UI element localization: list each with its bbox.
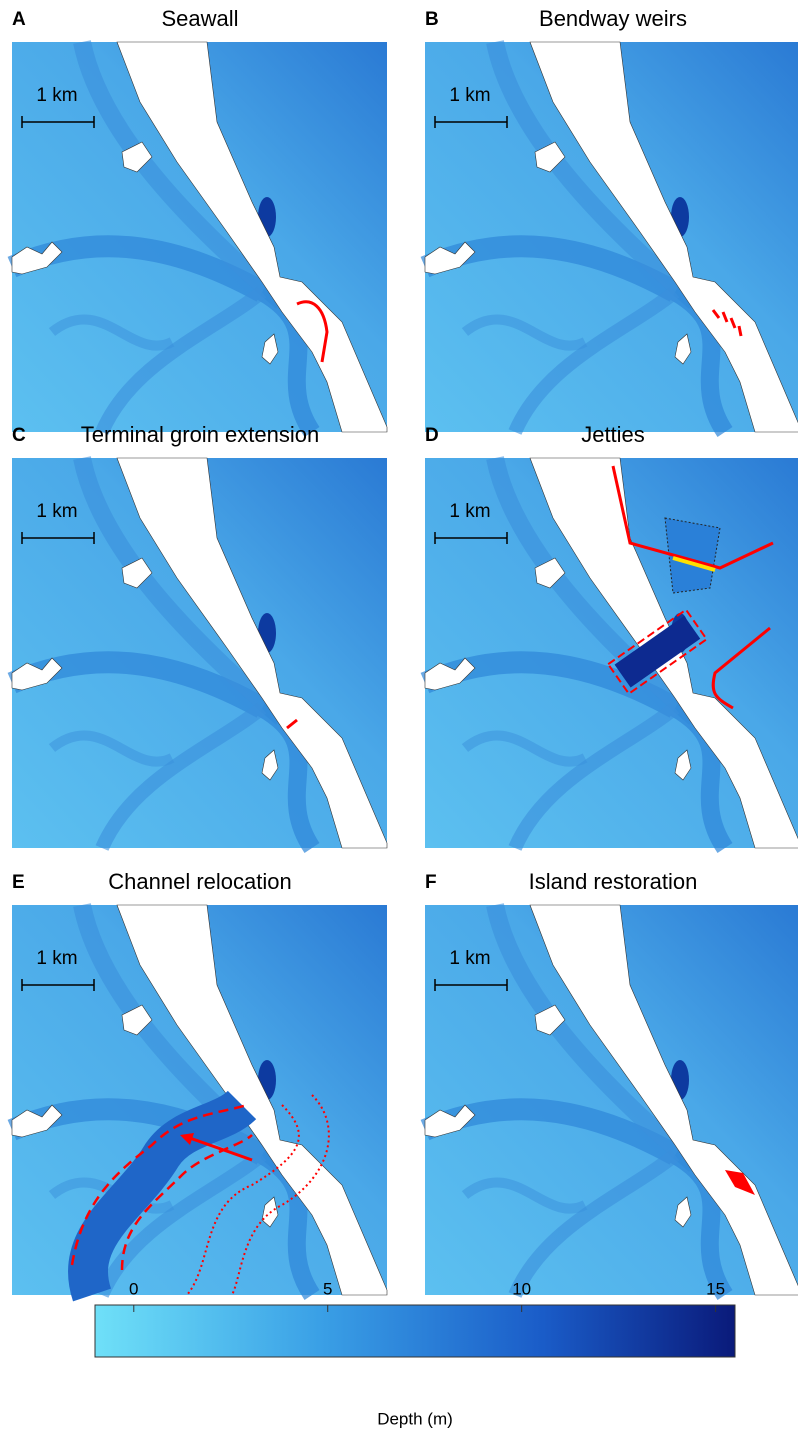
panel-letter: E [12, 872, 25, 893]
panel-letter: D [425, 425, 439, 446]
panel-title: Island restoration [529, 869, 698, 894]
map-panel: E Channel relocation 1 km [12, 869, 387, 1295]
map-panel: F Island restoration 1 km [425, 869, 798, 1295]
map-panel: D Jetties 1 km [425, 422, 798, 848]
panel-title: Bendway weirs [539, 6, 687, 31]
colorbar [95, 1305, 735, 1357]
colorbar-tick-label: 15 [706, 1279, 725, 1298]
panel-letter: A [12, 9, 26, 30]
colorbar-label: Depth (m) [377, 1409, 453, 1428]
panel-title: Terminal groin extension [81, 422, 319, 447]
scale-label: 1 km [36, 501, 77, 522]
colorbar-tick-label: 0 [129, 1279, 138, 1298]
colorbar-tick-label: 10 [512, 1279, 531, 1298]
panel-title: Channel relocation [108, 869, 291, 894]
scale-label: 1 km [449, 948, 490, 969]
figure: A Seawall 1 km B Bendway weirs 1 km C Terminal … [0, 0, 798, 1439]
panel-title: Jetties [581, 422, 645, 447]
panel-letter: C [12, 425, 26, 446]
map-panel: A Seawall 1 km [12, 6, 387, 432]
colorbar-tick-label: 5 [323, 1279, 332, 1298]
scale-label: 1 km [449, 501, 490, 522]
panel-letter: B [425, 9, 439, 30]
map-panel: B Bendway weirs 1 km [425, 6, 798, 432]
scale-label: 1 km [449, 85, 490, 106]
map-panel: C Terminal groin extension 1 km [12, 422, 387, 848]
panel-letter: F [425, 872, 437, 893]
scale-label: 1 km [36, 948, 77, 969]
panel-title: Seawall [161, 6, 238, 31]
page: A Seawall 1 km B Bendway weirs 1 km C Terminal … [0, 0, 798, 1439]
scale-label: 1 km [36, 85, 77, 106]
